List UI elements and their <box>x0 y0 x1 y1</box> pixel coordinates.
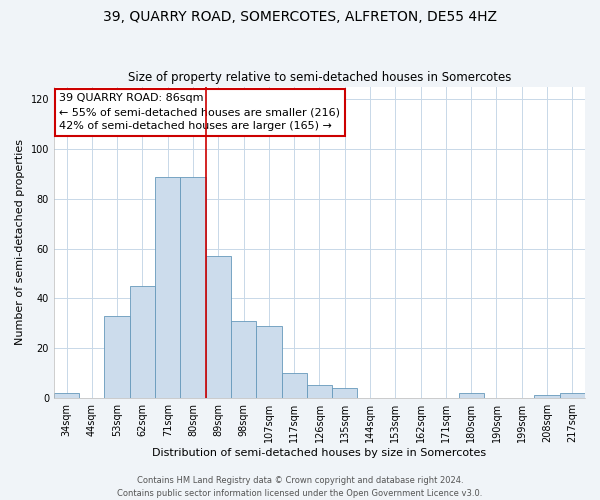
Bar <box>535 395 560 398</box>
Text: 39 QUARRY ROAD: 86sqm
← 55% of semi-detached houses are smaller (216)
42% of sem: 39 QUARRY ROAD: 86sqm ← 55% of semi-deta… <box>59 94 340 132</box>
X-axis label: Distribution of semi-detached houses by size in Somercotes: Distribution of semi-detached houses by … <box>152 448 487 458</box>
Bar <box>458 392 484 398</box>
Bar <box>54 392 79 398</box>
Bar <box>181 176 206 398</box>
Text: Contains HM Land Registry data © Crown copyright and database right 2024.
Contai: Contains HM Land Registry data © Crown c… <box>118 476 482 498</box>
Bar <box>560 392 585 398</box>
Bar <box>231 320 256 398</box>
Bar <box>307 386 332 398</box>
Bar <box>104 316 130 398</box>
Bar <box>281 373 307 398</box>
Bar <box>332 388 358 398</box>
Bar <box>206 256 231 398</box>
Title: Size of property relative to semi-detached houses in Somercotes: Size of property relative to semi-detach… <box>128 72 511 85</box>
Bar <box>155 176 181 398</box>
Text: 39, QUARRY ROAD, SOMERCOTES, ALFRETON, DE55 4HZ: 39, QUARRY ROAD, SOMERCOTES, ALFRETON, D… <box>103 10 497 24</box>
Bar <box>130 286 155 398</box>
Y-axis label: Number of semi-detached properties: Number of semi-detached properties <box>15 140 25 346</box>
Bar <box>256 326 281 398</box>
